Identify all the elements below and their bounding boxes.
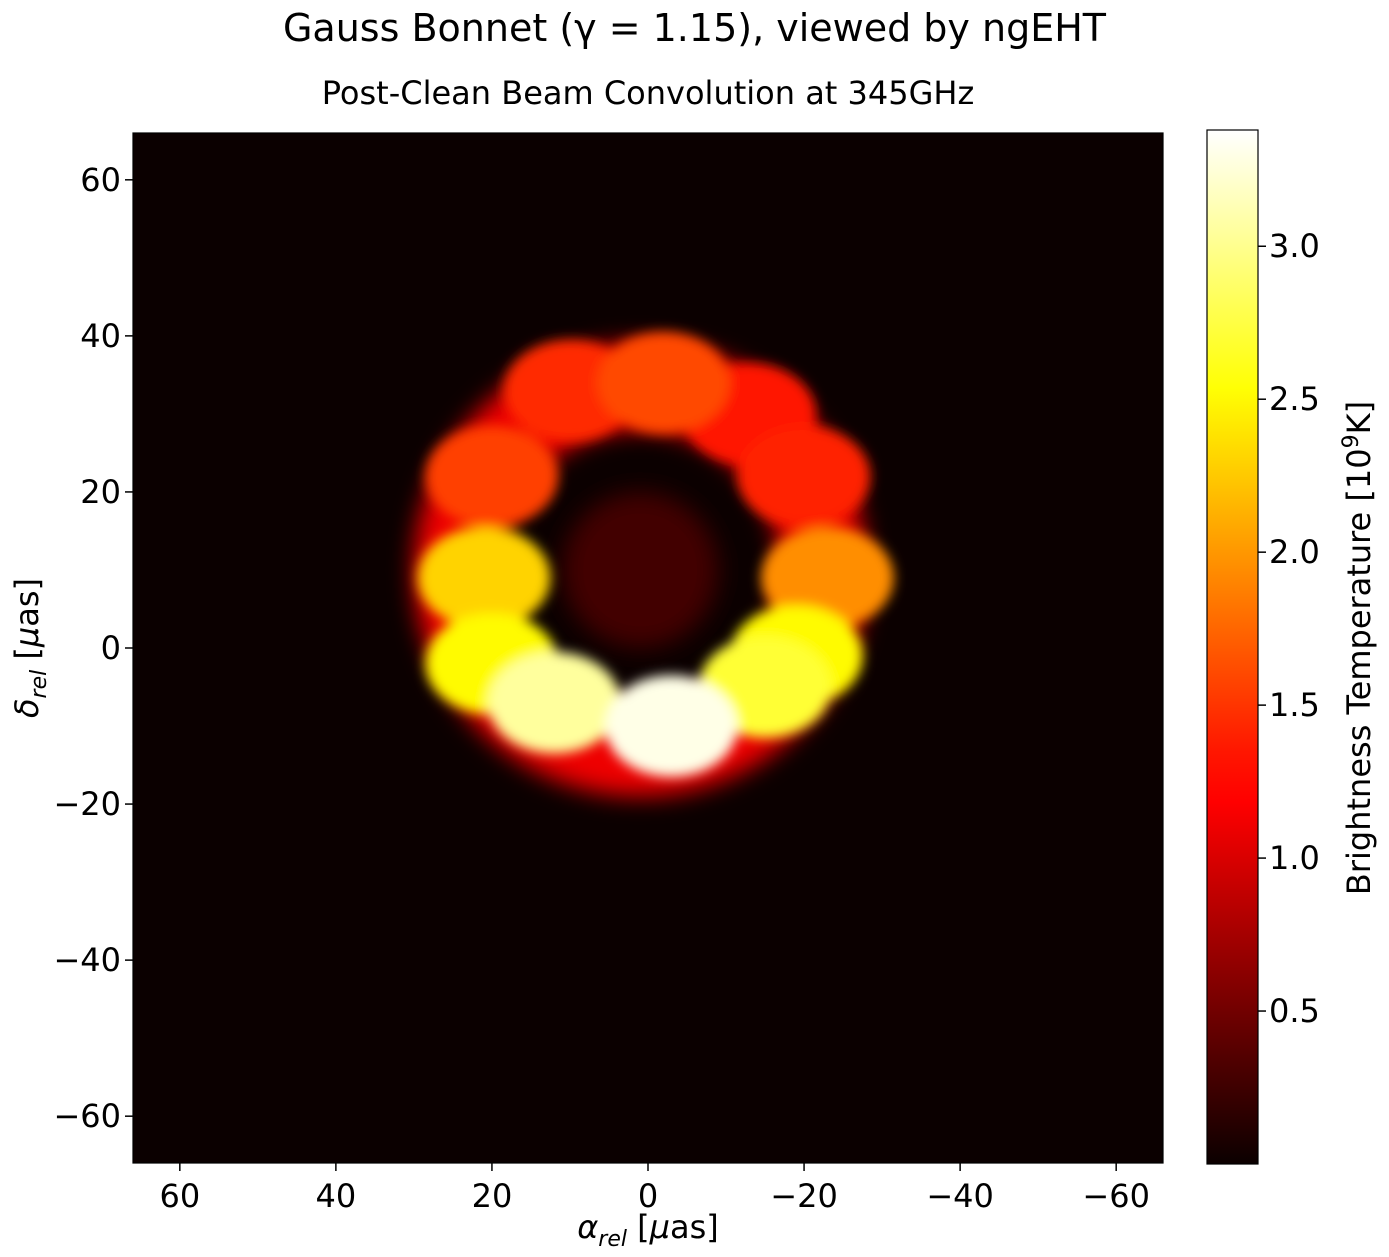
ring-hotspots (417, 331, 894, 777)
ring-hotspot (761, 527, 894, 629)
ring-hotspot (425, 425, 559, 528)
colorbar-tick-label: 0.5 (1269, 992, 1320, 1030)
colorbar-label: Brightness Temperature [109K] (1339, 401, 1378, 895)
colorbar-tick-label: 2.0 (1269, 533, 1320, 571)
ring-center-glow (562, 491, 719, 648)
x-tick-label: 0 (638, 1177, 658, 1215)
colorbar (1206, 129, 1259, 1165)
x-tick-label: 20 (472, 1177, 513, 1215)
ring-hotspot (488, 651, 621, 754)
colorbar-tick-label: 3.0 (1269, 227, 1320, 265)
x-axis: 60 40 20 0 −20 −40 −60 (159, 1163, 1150, 1215)
plot-area (133, 133, 1163, 1163)
y-axis: 60 40 20 0 −20 −40 −60 (53, 161, 133, 1135)
ring-hotspot (597, 331, 730, 434)
colorbar-ticks: 0.5 1.0 1.5 2.0 2.5 3.0 (1258, 227, 1320, 1030)
colorbar-tick-label: 2.5 (1269, 380, 1320, 418)
ring-hotspot (417, 527, 551, 629)
y-axis-label: δrel [μas] (8, 578, 52, 718)
ring-hotspot (737, 425, 871, 528)
ring-hotspot (605, 675, 738, 777)
colorbar-tick-label: 1.5 (1269, 686, 1320, 724)
x-tick-label: −40 (926, 1177, 994, 1215)
y-tick-label: −60 (53, 1097, 121, 1135)
colorbar-tick-label: 1.0 (1269, 839, 1320, 877)
x-tick-label: 40 (316, 1177, 357, 1215)
y-tick-label: 60 (80, 161, 121, 199)
x-axis-label: αrel [μas] (577, 1208, 719, 1252)
y-tick-label: 40 (80, 317, 121, 355)
chart-title: Gauss Bonnet (γ = 1.15), viewed by ngEHT (282, 6, 1106, 50)
plot-background (133, 133, 1163, 1163)
x-tick-label: −60 (1082, 1177, 1150, 1215)
chart-subtitle: Post-Clean Beam Convolution at 345GHz (321, 74, 975, 112)
y-tick-label: −20 (53, 785, 121, 823)
y-tick-label: 20 (80, 473, 121, 511)
y-tick-label: 0 (101, 629, 121, 667)
x-tick-label: 60 (159, 1177, 200, 1215)
x-tick-label: −20 (770, 1177, 838, 1215)
y-tick-label: −40 (53, 941, 121, 979)
